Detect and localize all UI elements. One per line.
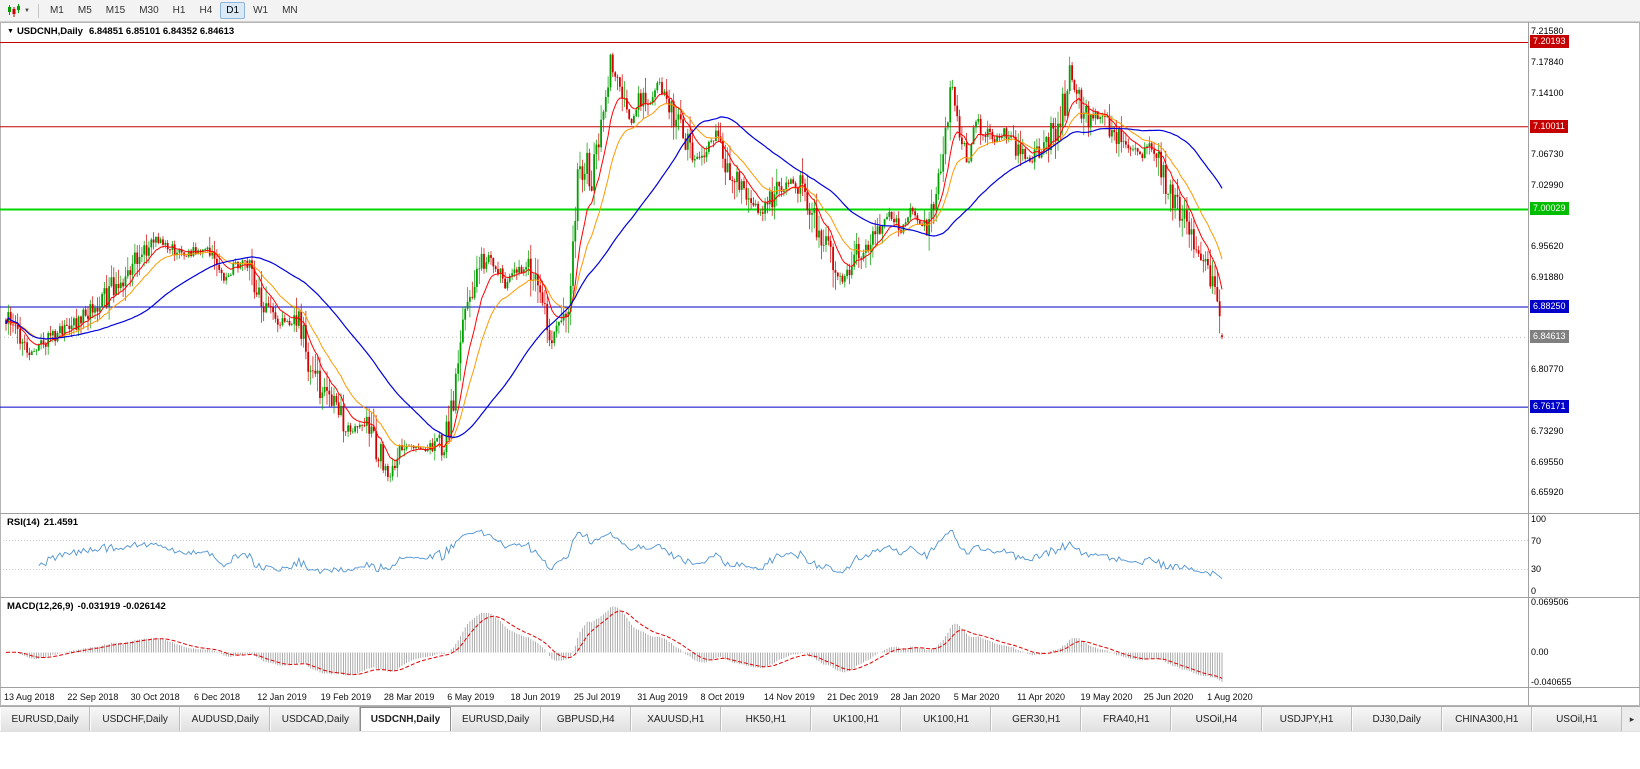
timeframe-button-d1[interactable]: D1 <box>220 2 246 19</box>
instrument-tab-xauusd-h1[interactable]: XAUUSD,H1 <box>630 707 721 731</box>
candlestick-chart-icon[interactable] <box>5 2 23 20</box>
price-level-lines[interactable] <box>0 42 1528 408</box>
instrument-tab-eurusd-daily[interactable]: EURUSD,Daily <box>0 707 91 731</box>
status-strip <box>0 731 1640 769</box>
chart-window <box>0 22 1640 706</box>
timeframe-button-m15[interactable]: M15 <box>105 5 126 16</box>
timeframe-button-m5[interactable]: M5 <box>77 5 92 16</box>
pane-separators <box>0 513 1640 688</box>
rsi-name: RSI(14) <box>7 517 40 528</box>
chart-ohlc-values: 6.84851 6.85101 6.84352 6.84613 <box>88 26 235 37</box>
instrument-tab-usoil-h4[interactable]: USOil,H4 <box>1171 707 1262 731</box>
macd-signal-line <box>5 610 1223 679</box>
instrument-tab-china300-h1[interactable]: CHINA300,H1 <box>1441 707 1532 731</box>
instrument-tab-uk100-h1[interactable]: UK100,H1 <box>901 707 992 731</box>
macd-current-values: -0.031919 -0.026142 <box>77 601 166 612</box>
instrument-tab-usdcnh-daily[interactable]: USDCNH,Daily <box>360 707 451 731</box>
rsi-line <box>38 529 1223 579</box>
candle-wicks-down <box>5 52 1223 482</box>
candlestick-chart-glyph <box>8 3 20 17</box>
candle-bodies-down <box>5 54 1223 477</box>
chart-collapse-icon[interactable]: ▼ <box>7 28 14 35</box>
macd-name: MACD(12,26,9) <box>7 601 74 612</box>
chart-menu-caret-icon[interactable]: ▼ <box>24 7 30 14</box>
candle-bodies-up <box>7 54 1214 478</box>
timeframe-button-w1[interactable]: W1 <box>253 5 269 16</box>
instrument-tab-hk50-h1[interactable]: HK50,H1 <box>720 707 811 731</box>
instrument-tab-usdchf-daily[interactable]: USDCHF,Daily <box>90 707 181 731</box>
macd-histogram <box>7 606 1223 682</box>
rsi-current-value: 21.4591 <box>43 517 79 528</box>
chart-tabs: EURUSD,Daily USDCHF,Daily AUDUSD,Daily USDC… <box>0 707 1624 731</box>
toolbar-separator <box>37 3 39 18</box>
chart-tabbar: EURUSD,Daily USDCHF,Daily AUDUSD,Daily USDC… <box>0 706 1640 731</box>
timeframe-button-h1[interactable]: H1 <box>172 5 186 16</box>
macd-indicator-label: MACD(12,26,9) -0.031919 -0.026142 <box>7 601 166 612</box>
rsi-indicator-label: RSI(14) 21.4591 <box>7 517 78 528</box>
instrument-tab-uk100-h1[interactable]: UK100,H1 <box>810 707 902 731</box>
instrument-tab-fra40-h1[interactable]: FRA40,H1 <box>1081 707 1172 731</box>
ma-10-line <box>5 93 1223 462</box>
chart-symbol-period: USDCNH,Daily <box>16 26 83 37</box>
tab-scroll-right-button[interactable]: ▸ <box>1629 713 1635 724</box>
timeframe-button-mn[interactable]: MN <box>282 5 298 16</box>
timeframe-button-m30[interactable]: M30 <box>139 5 159 16</box>
rsi-level-lines <box>0 540 1528 570</box>
timeframes-toolbar: ▼ M1 M5 M15 M30 H1 H4 D1 W1 MN <box>0 0 1640 22</box>
instrument-tab-usoil-h1[interactable]: USOil,H1 <box>1531 707 1622 731</box>
instrument-tab-audusd-daily[interactable]: AUDUSD,Daily <box>180 707 271 731</box>
timeframe-button-m1[interactable]: M1 <box>49 5 64 16</box>
instrument-tab-gbpusd-h4[interactable]: GBPUSD,H4 <box>540 707 631 731</box>
instrument-tab-eurusd-daily[interactable]: EURUSD,Daily <box>450 707 541 731</box>
timeframe-buttons-group: M1 M5 M15 M30 H1 H4 D1 W1 MN <box>44 2 304 19</box>
timeframe-button-h4[interactable]: H4 <box>199 5 213 16</box>
instrument-tab-dj30-daily[interactable]: DJ30,Daily <box>1351 707 1442 731</box>
chart-canvas[interactable] <box>0 22 1640 706</box>
instrument-tab-usdcad-daily[interactable]: USDCAD,Daily <box>270 707 361 731</box>
instrument-tab-ger30-h1[interactable]: GER30,H1 <box>991 707 1082 731</box>
chart-border <box>0 22 1640 706</box>
ma-55-line <box>5 116 1223 439</box>
instrument-tab-usdjpy-h1[interactable]: USDJPY,H1 <box>1261 707 1352 731</box>
candle-wicks-up <box>7 53 1213 483</box>
chart-title: ▼ USDCNH,Daily 6.84851 6.85101 6.84352 6.8… <box>7 26 234 37</box>
